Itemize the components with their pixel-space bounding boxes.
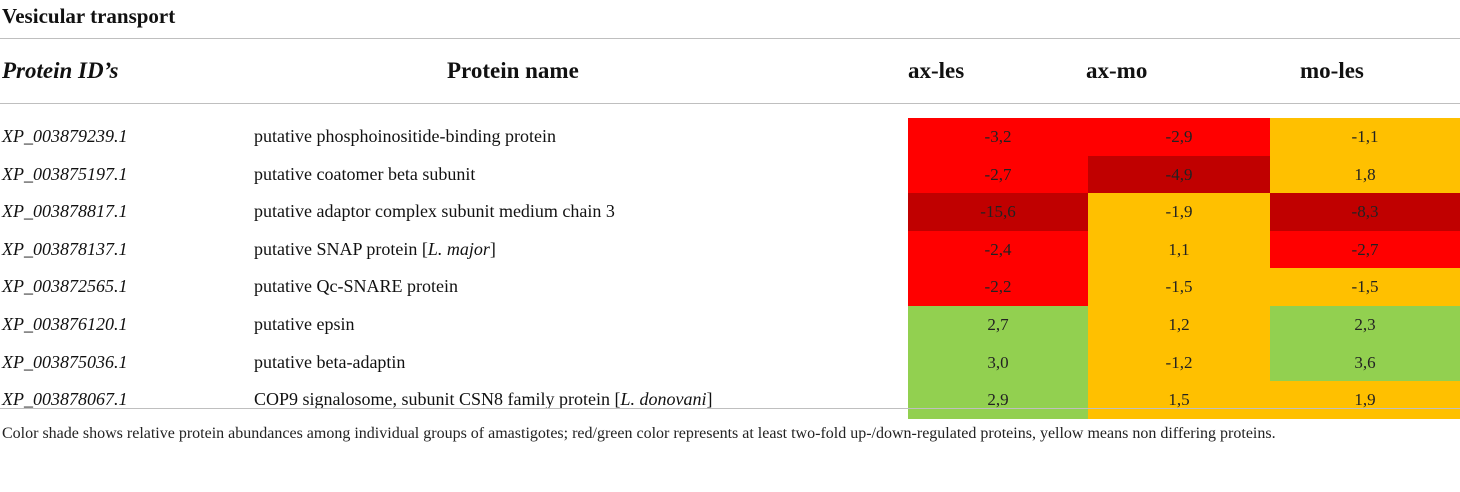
top-rule bbox=[0, 38, 1460, 39]
value-ax-mo: 1,1 bbox=[1088, 230, 1270, 269]
protein-name-cell: putative coatomer beta subunit bbox=[254, 163, 476, 184]
value-mo-les: -8,3 bbox=[1270, 193, 1460, 231]
protein-name-cell: putative beta-adaptin bbox=[254, 351, 406, 372]
protein-name-suffix: ] bbox=[489, 238, 496, 259]
value-ax-les: -2,7 bbox=[908, 155, 1088, 194]
table-row: XP_003878137.1 putative SNAP protein [L.… bbox=[0, 230, 1460, 269]
protein-name-cell: putative phosphoinositide-binding protei… bbox=[254, 126, 556, 146]
header-protein-name: Protein name bbox=[447, 58, 579, 83]
protein-id-cell: XP_003878817.1 bbox=[2, 201, 128, 222]
protein-name-cell: putative epsin bbox=[254, 313, 355, 334]
header-ax-mo: ax-mo bbox=[1086, 58, 1148, 83]
protein-name-cell: putative Qc-SNARE protein bbox=[254, 276, 458, 297]
table-row: XP_003875197.1 putative coatomer beta su… bbox=[0, 155, 1460, 194]
protein-id-cell: XP_003876120.1 bbox=[2, 313, 128, 334]
table-row: XP_003872565.1 putative Qc-SNARE protein… bbox=[0, 268, 1460, 306]
table-row: XP_003879239.1 putative phosphoinositide… bbox=[0, 118, 1460, 156]
protein-name-suffix: ] bbox=[706, 389, 713, 410]
value-ax-mo: -4,9 bbox=[1088, 155, 1270, 194]
value-mo-les: 3,6 bbox=[1270, 343, 1460, 382]
value-ax-les: 2,9 bbox=[908, 381, 1088, 419]
value-ax-les: 2,7 bbox=[908, 305, 1088, 344]
protein-id-cell: XP_003872565.1 bbox=[2, 276, 128, 297]
protein-id-cell: XP_003878137.1 bbox=[2, 238, 128, 259]
protein-id-cell: XP_003875197.1 bbox=[2, 163, 128, 184]
value-mo-les: 1,8 bbox=[1270, 155, 1460, 194]
species-name: L. donovani bbox=[620, 389, 707, 410]
species-name: L. major bbox=[427, 238, 490, 259]
protein-name-text: putative SNAP protein [ bbox=[254, 238, 428, 259]
protein-id-cell: XP_003878067.1 bbox=[2, 389, 128, 410]
value-ax-mo: -1,9 bbox=[1088, 193, 1270, 231]
header-protein-id: Protein ID’s bbox=[2, 58, 119, 83]
bottom-rule bbox=[0, 408, 1460, 409]
table-row: XP_003878817.1 putative adaptor complex … bbox=[0, 193, 1460, 231]
value-mo-les: 2,3 bbox=[1270, 305, 1460, 344]
table-body: XP_003879239.1 putative phosphoinositide… bbox=[0, 118, 1460, 419]
value-mo-les: 1,9 bbox=[1270, 381, 1460, 419]
value-ax-mo: -2,9 bbox=[1088, 118, 1270, 156]
protein-name-text: COP9 signalosome, subunit CSN8 family pr… bbox=[254, 389, 621, 410]
value-ax-mo: -1,5 bbox=[1088, 268, 1270, 306]
value-ax-les: -3,2 bbox=[908, 118, 1088, 156]
table-row: XP_003876120.1 putative epsin 2,7 1,2 2,… bbox=[0, 305, 1460, 344]
value-ax-les: -2,4 bbox=[908, 230, 1088, 269]
table-row: XP_003878067.1 COP9 signalosome, subunit… bbox=[0, 381, 1460, 419]
value-mo-les: -2,7 bbox=[1270, 230, 1460, 269]
protein-name-cell: putative adaptor complex subunit medium … bbox=[254, 201, 615, 222]
value-ax-mo: 1,2 bbox=[1088, 305, 1270, 344]
table-row: XP_003875036.1 putative beta-adaptin 3,0… bbox=[0, 343, 1460, 382]
header-ax-les: ax-les bbox=[908, 58, 965, 83]
value-mo-les: -1,5 bbox=[1270, 268, 1460, 306]
protein-id-cell: XP_003879239.1 bbox=[2, 126, 128, 146]
value-ax-les: -15,6 bbox=[908, 193, 1088, 231]
header-mo-les: mo-les bbox=[1300, 58, 1364, 83]
table-title: Vesicular transport bbox=[2, 4, 176, 28]
value-ax-les: 3,0 bbox=[908, 343, 1088, 382]
table-footnote: Color shade shows relative protein abund… bbox=[2, 425, 1276, 442]
protein-name-cell: COP9 signalosome, subunit CSN8 family pr… bbox=[254, 381, 713, 419]
header-rule bbox=[0, 103, 1460, 104]
value-mo-les: -1,1 bbox=[1270, 118, 1460, 156]
value-ax-mo: -1,2 bbox=[1088, 343, 1270, 382]
value-ax-les: -2,2 bbox=[908, 268, 1088, 306]
value-ax-mo: 1,5 bbox=[1088, 381, 1270, 419]
protein-id-cell: XP_003875036.1 bbox=[2, 351, 128, 372]
protein-name-cell: putative SNAP protein [L. major] bbox=[254, 231, 496, 269]
